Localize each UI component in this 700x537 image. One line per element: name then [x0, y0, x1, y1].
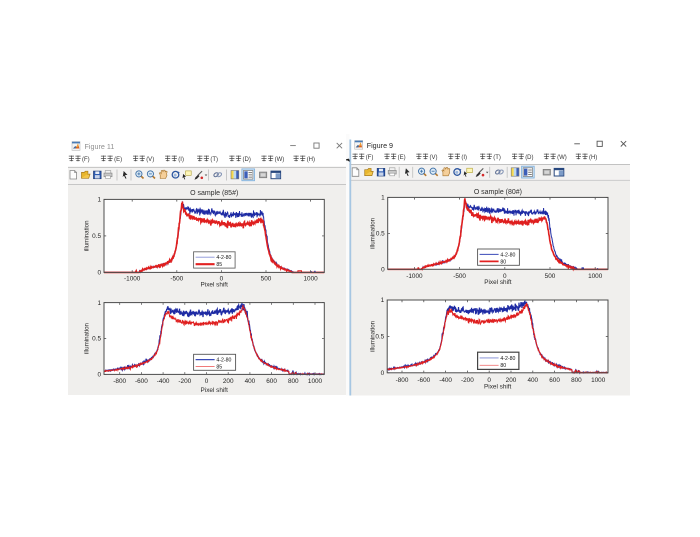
svg-text:400: 400: [528, 377, 539, 384]
svg-text:0: 0: [205, 378, 209, 385]
svg-text:(V): (V): [146, 157, 154, 163]
svg-text:illumination: illumination: [370, 217, 377, 249]
svg-text:500: 500: [261, 276, 272, 283]
svg-text:1000: 1000: [588, 273, 603, 280]
svg-text:(F): (F): [82, 157, 90, 163]
svg-text:O sample (80#): O sample (80#): [474, 189, 522, 196]
svg-text:-1000: -1000: [124, 276, 141, 283]
svg-text:(E): (E): [114, 157, 122, 163]
svg-text:0: 0: [97, 270, 101, 277]
svg-text:85: 85: [216, 364, 222, 370]
svg-text:0: 0: [381, 266, 385, 273]
svg-text:-1000: -1000: [407, 273, 424, 280]
svg-text:Pixel shift: Pixel shift: [485, 279, 513, 286]
svg-text:(F): (F): [366, 155, 374, 161]
svg-text:-400: -400: [157, 378, 170, 385]
svg-text:Pixel shift: Pixel shift: [201, 282, 229, 289]
svg-text:(E): (E): [398, 155, 406, 161]
svg-text:200: 200: [223, 378, 234, 385]
svg-text:(W): (W): [557, 155, 567, 161]
svg-text:4-2-80: 4-2-80: [501, 252, 516, 258]
svg-text:(I): (I): [178, 157, 184, 163]
svg-text:1: 1: [381, 195, 385, 202]
svg-text:1: 1: [97, 197, 101, 204]
svg-text:Figure 9: Figure 9: [367, 141, 393, 150]
svg-text:-500: -500: [170, 276, 183, 283]
svg-text:-800: -800: [396, 377, 409, 384]
svg-text:Pixel shift: Pixel shift: [484, 383, 512, 390]
svg-text:0.5: 0.5: [376, 334, 385, 341]
svg-text:illumination: illumination: [370, 320, 377, 352]
svg-text:600: 600: [550, 377, 561, 384]
svg-text:1000: 1000: [591, 377, 606, 384]
svg-text:-800: -800: [113, 378, 126, 385]
svg-text:0: 0: [488, 377, 492, 384]
svg-text:(T): (T): [494, 155, 502, 161]
svg-text:4-2-80: 4-2-80: [216, 357, 231, 363]
svg-text:(W): (W): [275, 157, 285, 163]
svg-text:Pixel shift: Pixel shift: [201, 387, 229, 394]
svg-text:0: 0: [503, 273, 507, 280]
svg-text:0: 0: [381, 370, 385, 377]
svg-text:1000: 1000: [308, 378, 323, 385]
svg-text:4-2-80: 4-2-80: [501, 356, 516, 362]
svg-text:(I): (I): [462, 155, 468, 161]
svg-text:1000: 1000: [303, 276, 318, 283]
svg-text:(H): (H): [589, 155, 597, 161]
svg-text:-200: -200: [461, 377, 474, 384]
svg-text:-600: -600: [418, 377, 431, 384]
svg-text:Figure 11: Figure 11: [85, 142, 115, 151]
svg-text:0.5: 0.5: [92, 233, 101, 240]
svg-text:0.5: 0.5: [92, 336, 101, 343]
svg-text:800: 800: [571, 377, 582, 384]
svg-text:(T): (T): [210, 157, 218, 163]
svg-text:85: 85: [216, 262, 222, 268]
svg-text:600: 600: [266, 378, 277, 385]
svg-text:0: 0: [97, 372, 101, 379]
svg-text:(D): (D): [525, 155, 533, 161]
svg-text:80: 80: [501, 259, 507, 265]
svg-text:-400: -400: [440, 377, 453, 384]
svg-text:1: 1: [381, 297, 385, 304]
svg-text:-600: -600: [135, 378, 148, 385]
svg-text:400: 400: [245, 378, 256, 385]
svg-text:-200: -200: [178, 378, 191, 385]
svg-text:illumination: illumination: [84, 220, 91, 252]
svg-text:(V): (V): [430, 155, 438, 161]
svg-text:800: 800: [288, 378, 299, 385]
svg-text:illumination: illumination: [84, 322, 91, 354]
svg-text:80: 80: [501, 363, 507, 369]
svg-text:1: 1: [97, 300, 101, 307]
svg-text:200: 200: [506, 377, 517, 384]
svg-text:O sample (85#): O sample (85#): [190, 190, 238, 197]
svg-text:(D): (D): [243, 157, 251, 163]
svg-text:0: 0: [220, 276, 224, 283]
svg-text:-500: -500: [454, 273, 467, 280]
svg-text:(H): (H): [307, 157, 315, 163]
svg-text:4-2-80: 4-2-80: [216, 255, 231, 261]
svg-text:0.5: 0.5: [376, 231, 385, 238]
svg-text:500: 500: [545, 273, 556, 280]
